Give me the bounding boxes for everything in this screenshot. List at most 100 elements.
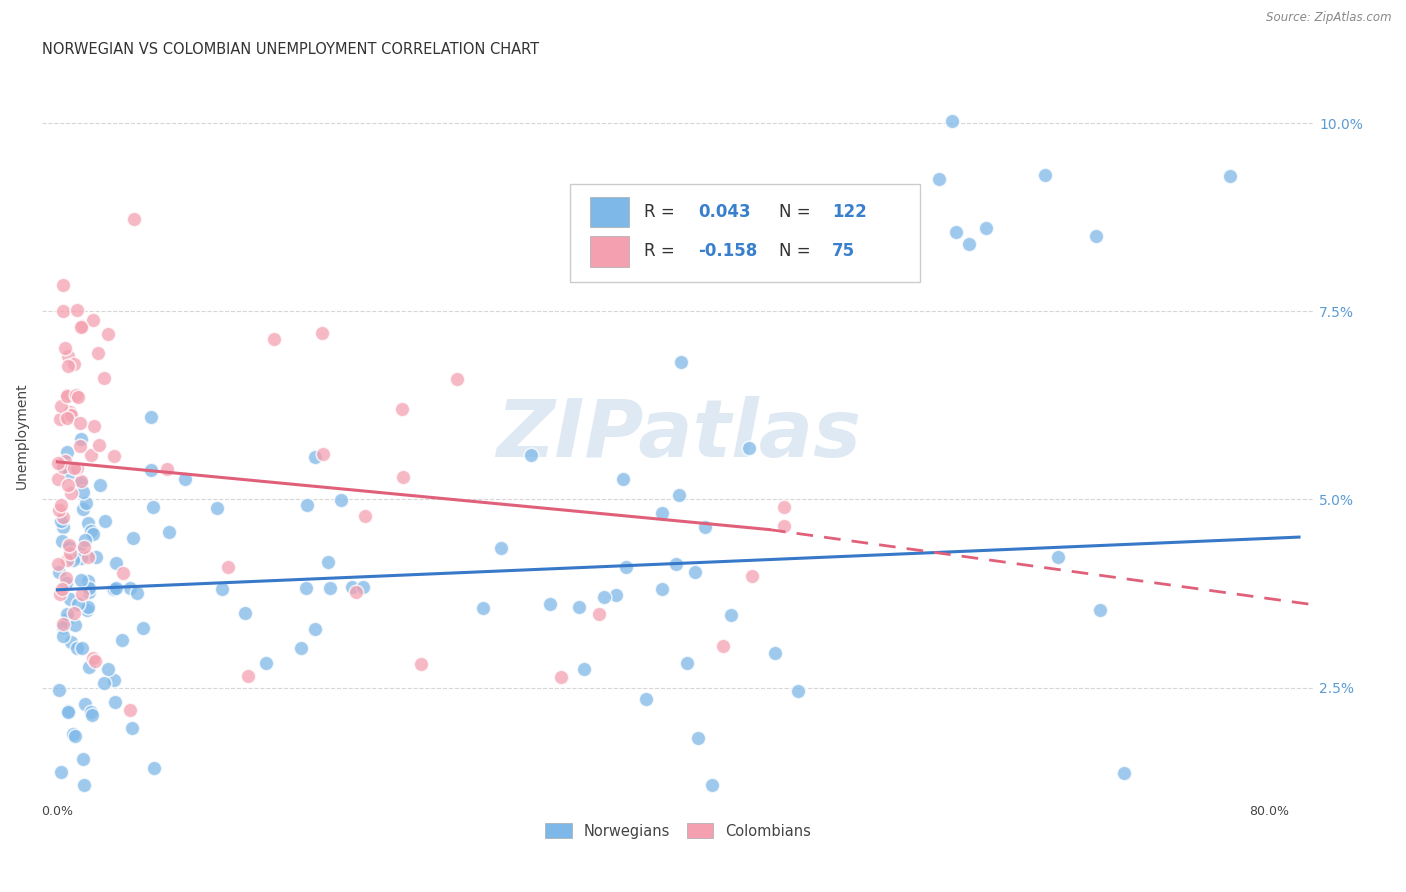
Point [56,478,79,492]
Point [66,461,89,475]
Point [52,510,75,524]
Point [392,469,415,483]
Point [70,319,93,334]
Point [720,607,742,622]
Point [174,473,197,487]
Point [49,411,72,425]
Point [122,212,145,227]
Point [142,500,165,514]
Point [737,441,759,455]
Point [132,621,155,635]
Point [612,472,634,486]
Text: R =: R = [644,203,681,221]
Point [87,345,110,359]
Point [76,549,98,564]
Point [66,303,89,318]
Point [76,516,98,530]
Point [77,574,100,588]
Point [93,370,115,384]
Point [668,488,690,502]
Point [605,588,627,602]
Point [702,779,724,793]
Point [103,450,125,464]
Point [56,444,79,458]
Point [290,640,312,655]
Text: -0.158: -0.158 [699,243,758,260]
Point [73,540,96,554]
Point [141,463,163,477]
Point [72,484,94,499]
Point [391,401,413,416]
Y-axis label: Unemployment: Unemployment [15,382,30,489]
Point [634,692,657,706]
Point [48,587,70,601]
Point [233,607,256,621]
Point [52,520,75,534]
Point [46,558,69,572]
Point [63,729,86,743]
Point [110,632,132,647]
Point [55,576,77,591]
Point [1088,603,1111,617]
Point [211,582,233,596]
Point [772,519,794,533]
Point [572,662,595,676]
Point [1219,169,1241,183]
Point [59,408,82,422]
Text: NORWEGIAN VS COLOMBIAN UNEMPLOYMENT CORRELATION CHART: NORWEGIAN VS COLOMBIAN UNEMPLOYMENT CORR… [42,42,540,57]
Point [70,475,93,490]
Point [73,698,96,712]
Point [70,574,93,588]
Point [520,448,543,462]
Point [93,676,115,690]
Point [72,587,94,601]
Point [588,607,610,622]
Point [66,390,89,404]
Point [330,492,353,507]
Point [446,372,468,386]
Point [675,656,697,670]
Point [72,502,94,516]
Point [51,764,73,779]
Point [1033,168,1056,182]
Text: 122: 122 [832,203,868,221]
Point [51,582,73,596]
Point [82,651,104,665]
Point [69,439,91,453]
Point [58,704,80,718]
Point [70,432,93,446]
Point [58,350,80,364]
Point [63,618,86,632]
Point [103,582,125,596]
Point [60,634,83,648]
FancyBboxPatch shape [591,236,628,267]
FancyBboxPatch shape [569,184,920,282]
Point [46,472,69,486]
Point [59,591,82,606]
Point [63,461,86,475]
Point [409,657,432,672]
Point [156,462,179,476]
Point [94,514,117,528]
Point [75,495,97,509]
Point [89,478,111,492]
Point [56,410,79,425]
Point [665,558,688,572]
Point [159,525,181,540]
Text: 75: 75 [832,243,855,260]
Point [77,599,100,614]
Point [205,500,228,515]
Point [80,448,103,462]
Point [112,566,135,580]
Point [295,498,318,512]
Point [46,456,69,470]
Point [671,355,693,369]
Point [58,359,80,374]
Point [342,580,364,594]
Point [58,538,80,552]
Point [62,727,84,741]
Point [142,761,165,775]
Point [263,332,285,346]
Point [928,171,950,186]
Point [77,660,100,674]
